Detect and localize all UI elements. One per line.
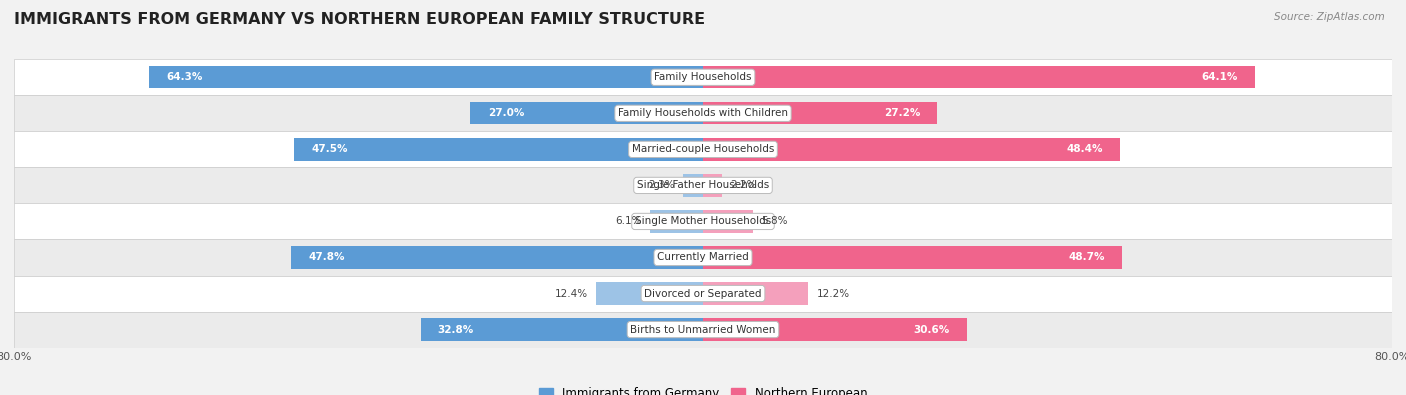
Bar	[471, 102, 703, 124]
Text: 48.7%: 48.7%	[1069, 252, 1105, 263]
Bar	[703, 102, 938, 124]
Bar	[651, 210, 703, 233]
Text: 30.6%: 30.6%	[912, 325, 949, 335]
Text: IMMIGRANTS FROM GERMANY VS NORTHERN EUROPEAN FAMILY STRUCTURE: IMMIGRANTS FROM GERMANY VS NORTHERN EURO…	[14, 12, 706, 27]
Text: 12.2%: 12.2%	[817, 288, 849, 299]
Text: 2.3%: 2.3%	[648, 181, 675, 190]
Text: 64.3%: 64.3%	[166, 72, 202, 82]
Bar	[703, 138, 1119, 160]
Bar	[703, 318, 966, 341]
Bar	[14, 312, 1392, 348]
Text: 27.0%: 27.0%	[488, 108, 524, 118]
Legend: Immigrants from Germany, Northern European: Immigrants from Germany, Northern Europe…	[534, 383, 872, 395]
Text: 5.8%: 5.8%	[762, 216, 787, 226]
Text: Divorced or Separated: Divorced or Separated	[644, 288, 762, 299]
Bar	[703, 210, 754, 233]
Text: Single Father Households: Single Father Households	[637, 181, 769, 190]
Text: 48.4%: 48.4%	[1066, 144, 1102, 154]
Text: Currently Married: Currently Married	[657, 252, 749, 263]
Text: 47.5%: 47.5%	[311, 144, 347, 154]
Bar	[294, 138, 703, 160]
Text: Family Households: Family Households	[654, 72, 752, 82]
Text: 47.8%: 47.8%	[308, 252, 344, 263]
Text: Married-couple Households: Married-couple Households	[631, 144, 775, 154]
Bar	[291, 246, 703, 269]
Bar	[596, 282, 703, 305]
Bar	[14, 203, 1392, 239]
Text: 12.4%: 12.4%	[554, 288, 588, 299]
Bar	[14, 95, 1392, 131]
Bar	[703, 174, 721, 197]
Bar	[683, 174, 703, 197]
Bar	[703, 246, 1122, 269]
Bar	[14, 276, 1392, 312]
Bar	[149, 66, 703, 88]
Bar	[703, 66, 1256, 88]
Bar	[14, 59, 1392, 95]
Text: 6.1%: 6.1%	[616, 216, 643, 226]
Bar	[703, 282, 808, 305]
Text: 32.8%: 32.8%	[437, 325, 474, 335]
Text: Births to Unmarried Women: Births to Unmarried Women	[630, 325, 776, 335]
Text: Source: ZipAtlas.com: Source: ZipAtlas.com	[1274, 12, 1385, 22]
Bar	[14, 167, 1392, 203]
Text: Family Households with Children: Family Households with Children	[619, 108, 787, 118]
Bar	[14, 239, 1392, 276]
Bar	[420, 318, 703, 341]
Text: 2.2%: 2.2%	[731, 181, 756, 190]
Text: 27.2%: 27.2%	[883, 108, 920, 118]
Text: Single Mother Households: Single Mother Households	[636, 216, 770, 226]
Text: 64.1%: 64.1%	[1201, 72, 1237, 82]
Bar	[14, 131, 1392, 167]
